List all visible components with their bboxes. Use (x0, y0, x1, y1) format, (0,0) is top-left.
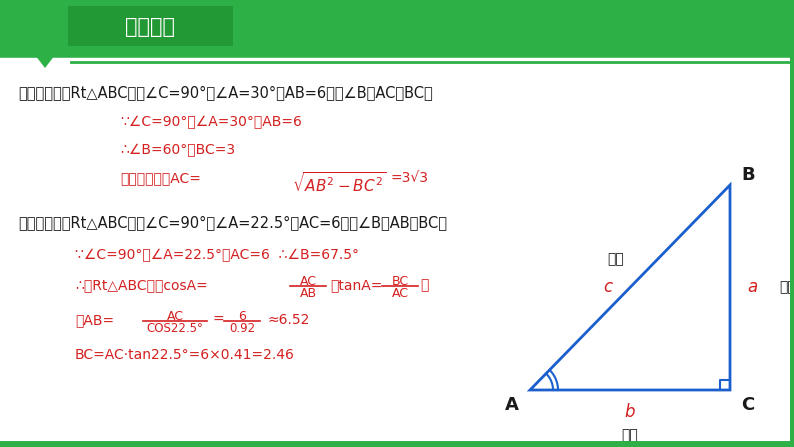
Text: 由勾股定理得AC=: 由勾股定理得AC= (120, 171, 201, 185)
Text: b: b (625, 403, 635, 421)
Text: =3√3: =3√3 (390, 171, 428, 185)
Text: 6: 6 (238, 310, 246, 323)
Bar (0, 0, 794, 55)
Text: $\sqrt{AB^2-BC^2}$: $\sqrt{AB^2-BC^2}$ (292, 171, 386, 195)
Text: 【问题二】在Rt△ABC中，∠C=90°，∠A=22.5°，AC=6，求∠B，AB，BC？: 【问题二】在Rt△ABC中，∠C=90°，∠A=22.5°，AC=6，求∠B，A… (18, 215, 447, 230)
Text: 探究新知: 探究新知 (125, 17, 175, 37)
Text: AB: AB (299, 287, 317, 300)
Text: c: c (603, 278, 612, 296)
Bar (70, 7, 230, 45)
Text: 0.92: 0.92 (229, 322, 255, 335)
Text: 对边: 对边 (780, 281, 794, 295)
Text: =: = (213, 313, 225, 327)
Text: BC: BC (391, 275, 409, 288)
Text: AC: AC (299, 275, 317, 288)
Polygon shape (35, 55, 55, 68)
Text: AC: AC (167, 310, 183, 323)
Text: A: A (505, 396, 519, 414)
Text: ∵∠C=90°，∠A=22.5°，AC=6  ∴∠B=67.5°: ∵∠C=90°，∠A=22.5°，AC=6 ∴∠B=67.5° (75, 248, 359, 262)
Text: ∵∠C=90°，∠A=30°，AB=6: ∵∠C=90°，∠A=30°，AB=6 (120, 115, 302, 129)
Text: C: C (742, 396, 754, 414)
Text: ，tanA=: ，tanA= (330, 278, 383, 292)
Text: 邻边: 邻边 (622, 428, 638, 442)
Text: AC: AC (391, 287, 408, 300)
Text: 则AB=: 则AB= (75, 313, 114, 327)
Bar (68, 6, 233, 46)
Text: 【问题一】在Rt△ABC中，∠C=90°，∠A=30°，AB=6，求∠B，AC，BC？: 【问题一】在Rt△ABC中，∠C=90°，∠A=30°，AB=6，求∠B，AC，… (18, 85, 433, 100)
Text: ，: ， (420, 278, 429, 292)
Text: 斜边: 斜边 (607, 253, 624, 266)
Text: B: B (741, 166, 755, 184)
Text: ∴在Rt△ABC中，cosA=: ∴在Rt△ABC中，cosA= (75, 278, 208, 292)
Text: BC=AC·tan22.5°=6×0.41=2.46: BC=AC·tan22.5°=6×0.41=2.46 (75, 348, 295, 362)
Text: ≈6.52: ≈6.52 (268, 313, 310, 327)
Text: COS22.5°: COS22.5° (147, 322, 203, 335)
Text: a: a (747, 278, 757, 296)
Text: ∴∠B=60°，BC=3: ∴∠B=60°，BC=3 (120, 143, 235, 157)
